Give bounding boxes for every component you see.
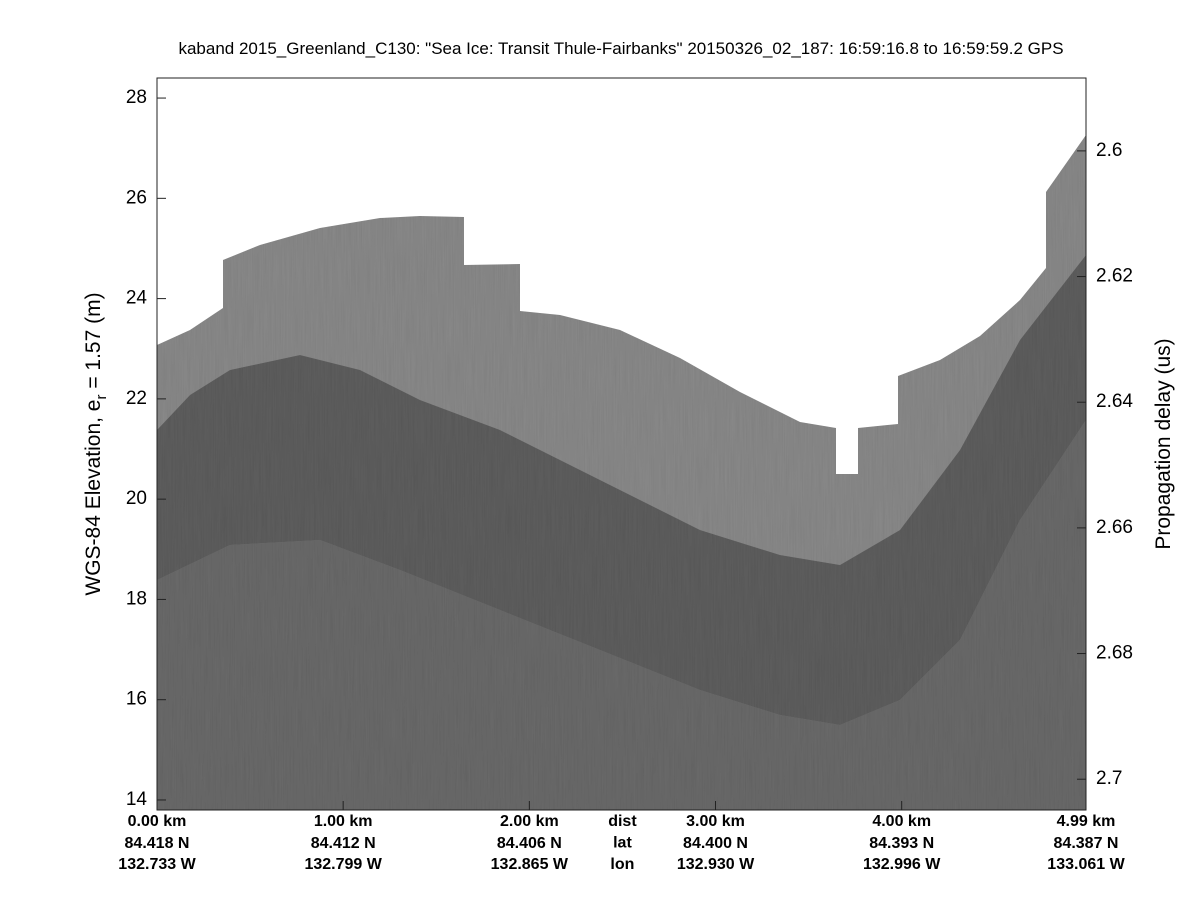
- y2-tick-label: 2.7: [1096, 768, 1122, 789]
- y-tick-label: 26: [126, 187, 147, 208]
- lon-label: 132.733 W: [118, 856, 196, 873]
- x-tick-label: 4.00 km: [872, 813, 931, 830]
- y-tick-label: 20: [126, 488, 147, 509]
- plot-frame: [156, 77, 1087, 811]
- y-tick-label: 28: [126, 87, 147, 108]
- row-name: lon: [610, 856, 634, 873]
- x-tick-label: 2.00 km: [500, 813, 559, 830]
- lon-label: 133.061 W: [1047, 856, 1125, 873]
- lat-label: 84.393 N: [869, 835, 934, 852]
- row-name: lat: [613, 835, 632, 852]
- y2-tick-label: 2.6: [1096, 140, 1122, 161]
- y2-tick-label: 2.68: [1096, 643, 1133, 664]
- lon-label: 132.865 W: [491, 856, 569, 873]
- lon-label: 132.996 W: [863, 856, 941, 873]
- y-tick-label: 16: [126, 689, 147, 710]
- y2-tick-label: 2.66: [1096, 517, 1133, 538]
- y-tick-label: 22: [126, 388, 147, 409]
- y-axis-label-sub: r: [93, 395, 110, 400]
- lat-label: 84.412 N: [311, 835, 376, 852]
- y-axis-label-part: WGS-84 Elevation, e: [82, 400, 105, 596]
- y2-axis-label: Propagation delay (us): [1152, 338, 1175, 549]
- y-axis-label: WGS-84 Elevation, er = 1.57 (m): [82, 292, 110, 595]
- x-tick-label: 0.00 km: [128, 813, 187, 830]
- echogram-image: [157, 135, 1086, 810]
- x-tick-label: 3.00 km: [686, 813, 745, 830]
- lat-label: 84.400 N: [683, 835, 748, 852]
- y2-tick-label: 2.62: [1096, 266, 1133, 287]
- row-name: dist: [608, 813, 637, 830]
- x-tick-label: 4.99 km: [1057, 813, 1116, 830]
- x-tick-label: 1.00 km: [314, 813, 373, 830]
- lat-label: 84.387 N: [1054, 835, 1119, 852]
- lon-label: 132.799 W: [304, 856, 382, 873]
- y-tick-label: 18: [126, 588, 147, 609]
- lat-label: 84.418 N: [125, 835, 190, 852]
- lat-label: 84.406 N: [497, 835, 562, 852]
- y-tick-label: 24: [126, 288, 148, 309]
- y-tick-label: 14: [126, 789, 148, 810]
- y2-tick-label: 2.64: [1096, 391, 1133, 412]
- y-axis-label-part: = 1.57 (m): [82, 292, 105, 394]
- lon-label: 132.930 W: [677, 856, 755, 873]
- chart-title: kaband 2015_Greenland_C130: "Sea Ice: Tr…: [178, 39, 1063, 58]
